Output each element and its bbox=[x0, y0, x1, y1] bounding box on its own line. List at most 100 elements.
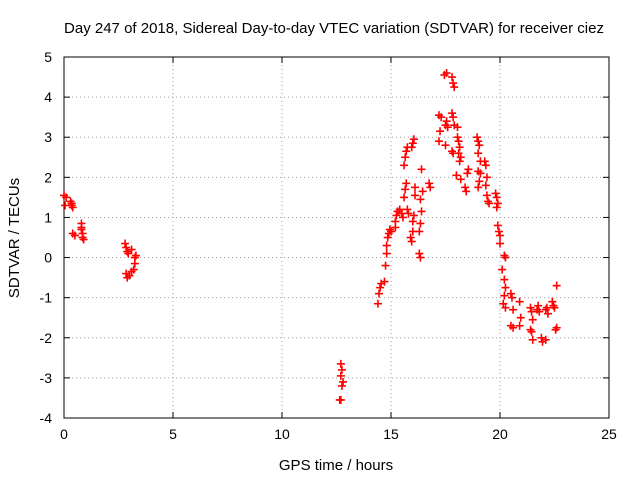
data-point bbox=[491, 189, 500, 198]
data-point bbox=[500, 275, 509, 284]
data-point bbox=[492, 203, 501, 212]
data-point bbox=[548, 297, 557, 306]
y-tick-label: -3 bbox=[40, 370, 53, 386]
data-point bbox=[434, 137, 443, 146]
data-point bbox=[336, 371, 345, 380]
data-point bbox=[541, 335, 550, 344]
data-point bbox=[380, 277, 389, 286]
data-point bbox=[474, 149, 483, 158]
data-point bbox=[543, 309, 552, 318]
data-point bbox=[516, 313, 525, 322]
data-point bbox=[442, 117, 451, 126]
data-point bbox=[481, 181, 490, 190]
data-point bbox=[499, 299, 508, 308]
data-point bbox=[463, 169, 472, 178]
data-point bbox=[534, 301, 543, 310]
data-point bbox=[79, 235, 88, 244]
data-point bbox=[78, 229, 87, 238]
grid-lines bbox=[64, 57, 609, 418]
y-tick-label: 2 bbox=[44, 169, 52, 185]
data-point bbox=[125, 271, 134, 280]
plot-frame bbox=[63, 56, 610, 419]
data-point bbox=[496, 231, 504, 240]
data-point bbox=[481, 161, 490, 170]
data-point bbox=[474, 137, 483, 146]
y-tick-label: -2 bbox=[40, 330, 53, 346]
data-point bbox=[417, 207, 426, 216]
data-point bbox=[415, 249, 424, 258]
data-point bbox=[410, 191, 419, 200]
chart-title: Day 247 of 2018, Sidereal Day-to-day VTE… bbox=[64, 20, 604, 37]
data-point bbox=[509, 323, 518, 332]
data-point bbox=[383, 233, 392, 242]
data-point bbox=[480, 157, 489, 166]
data-point bbox=[448, 109, 457, 118]
data-point bbox=[515, 321, 524, 330]
data-point bbox=[124, 249, 133, 258]
data-point bbox=[501, 283, 510, 292]
data-point bbox=[507, 293, 516, 302]
data-point bbox=[400, 161, 409, 170]
data-point bbox=[450, 83, 459, 92]
data-point bbox=[475, 177, 484, 186]
data-point bbox=[453, 123, 462, 132]
data-point bbox=[528, 315, 537, 324]
y-tick-label: -1 bbox=[40, 290, 53, 306]
data-point bbox=[496, 239, 504, 248]
data-point bbox=[535, 307, 544, 316]
data-point bbox=[408, 139, 417, 148]
data-point bbox=[526, 303, 535, 312]
y-tick-label: 3 bbox=[44, 129, 52, 145]
data-point bbox=[425, 179, 434, 188]
data-point bbox=[550, 303, 559, 312]
data-point bbox=[402, 179, 411, 188]
data-point bbox=[476, 169, 485, 178]
data-point bbox=[474, 183, 483, 192]
data-point bbox=[415, 227, 424, 236]
data-point bbox=[337, 365, 346, 374]
data-point bbox=[492, 193, 501, 202]
data-point bbox=[407, 143, 416, 152]
data-point bbox=[375, 289, 384, 298]
data-point bbox=[455, 157, 464, 166]
x-tick-label: 15 bbox=[383, 426, 399, 442]
data-point bbox=[395, 205, 404, 214]
data-point bbox=[416, 253, 425, 262]
x-tick-label: 25 bbox=[601, 426, 617, 442]
data-point bbox=[528, 335, 537, 344]
data-point bbox=[436, 127, 445, 136]
data-point bbox=[485, 199, 494, 208]
data-point bbox=[401, 153, 410, 162]
data-point bbox=[121, 239, 130, 248]
data-point bbox=[122, 243, 131, 252]
data-point bbox=[68, 203, 77, 212]
data-point bbox=[401, 185, 410, 194]
axis-ticks bbox=[63, 56, 610, 419]
data-point bbox=[542, 303, 551, 312]
data-point bbox=[336, 359, 345, 368]
data-point bbox=[448, 73, 457, 82]
x-tick-label: 0 bbox=[60, 426, 68, 442]
data-point bbox=[407, 237, 416, 246]
y-tick-label: 5 bbox=[44, 49, 52, 65]
data-point bbox=[456, 153, 465, 162]
y-tick-labels: -4 -3 -2 -1 0 1 2 3 4 5 bbox=[40, 49, 53, 426]
data-point bbox=[129, 265, 138, 274]
y-tick-label: -4 bbox=[40, 410, 53, 426]
data-point bbox=[416, 195, 425, 204]
data-point bbox=[482, 173, 491, 182]
data-point bbox=[461, 183, 470, 192]
y-tick-label: 4 bbox=[44, 89, 52, 105]
data-point bbox=[373, 299, 382, 308]
data-point bbox=[515, 297, 524, 306]
data-point bbox=[406, 233, 415, 242]
data-point bbox=[382, 249, 391, 258]
data-point bbox=[462, 187, 471, 196]
data-point bbox=[442, 69, 451, 78]
data-point bbox=[456, 175, 465, 184]
data-point bbox=[537, 333, 546, 342]
y-tick-label: 1 bbox=[44, 209, 52, 225]
data-point bbox=[464, 165, 473, 174]
data-point bbox=[454, 149, 463, 158]
